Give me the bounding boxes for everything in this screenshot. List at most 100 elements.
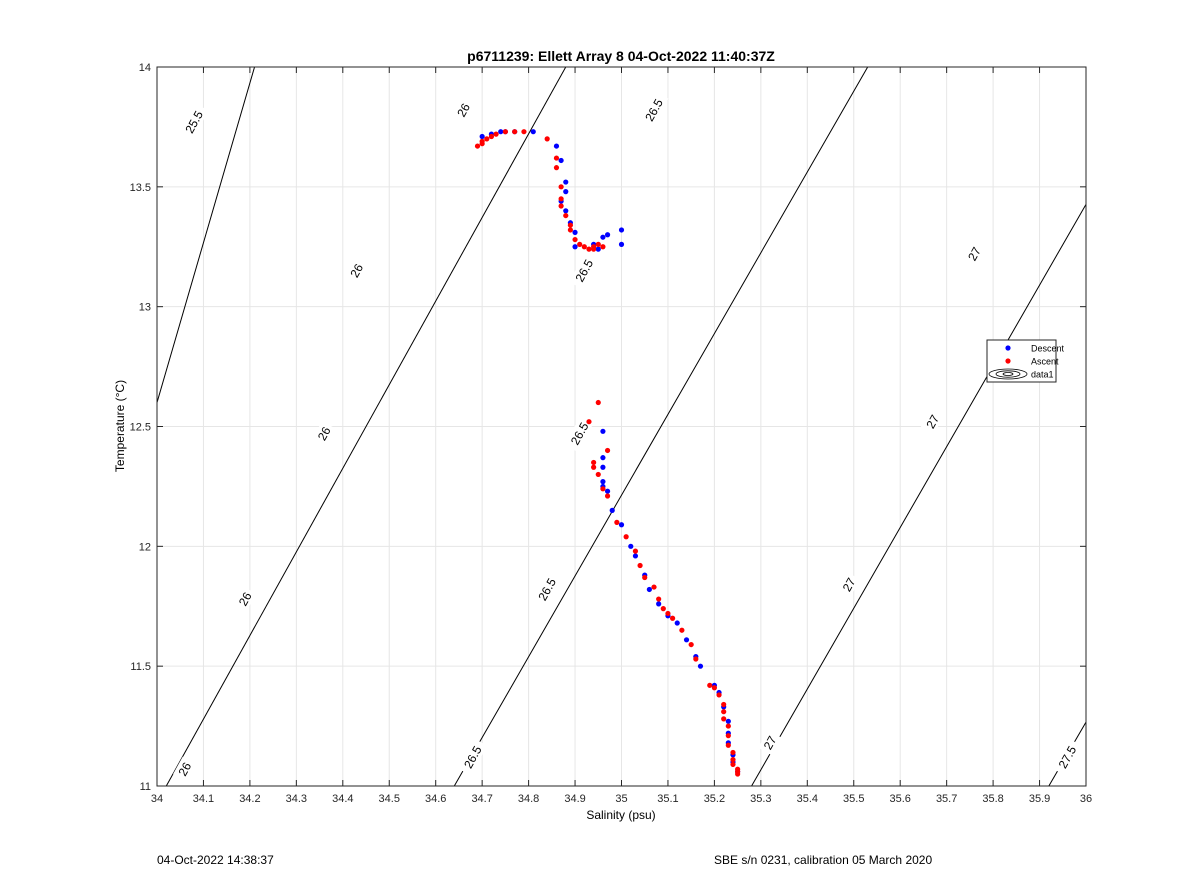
- ascent-point: [591, 459, 597, 466]
- descent-point: [609, 507, 615, 513]
- ascent-point: [614, 519, 620, 525]
- legend-ascent-label: Ascent: [1031, 357, 1059, 367]
- isopycnal-label-bg: [312, 421, 336, 446]
- isopycnal-label-group: 27: [962, 241, 986, 267]
- legend-descent-label: Descent: [1031, 344, 1065, 354]
- descent-point: [646, 586, 652, 593]
- ascent-point: [586, 246, 592, 252]
- legend-contour-icon-outer: [988, 368, 1028, 380]
- isopycnal-line-26-5: [453, 67, 869, 786]
- isopycnal-label-group: 26: [344, 258, 368, 283]
- ascent-point: [558, 196, 564, 202]
- descent-point: [498, 129, 504, 135]
- x-tick-label: 34.6: [425, 793, 446, 805]
- ascent-point: [600, 486, 606, 492]
- ascent-point: [553, 165, 560, 171]
- isopycnal-label: 27: [965, 244, 984, 263]
- chart-title: p6711239: Ellett Array 8 04-Oct-2022 11:…: [467, 48, 775, 64]
- ascent-point: [735, 771, 741, 777]
- ascent-point: [567, 227, 574, 233]
- legend-descent-marker: [1005, 345, 1011, 351]
- density-contour-layer: 25.5 262626262626.526.526.526.526.5272727…: [157, 67, 1086, 786]
- isopycnal-label-bg: [1052, 738, 1082, 776]
- ascent-point: [716, 692, 722, 698]
- descent-point: [572, 244, 578, 250]
- ascent-point: [623, 534, 629, 540]
- ascent-point: [642, 574, 648, 581]
- ascent-point: [721, 716, 727, 722]
- descent-point: [618, 227, 625, 233]
- ascent-point: [553, 155, 560, 161]
- footer-timestamp: 04-Oct-2022 14:38:37: [157, 853, 274, 867]
- descent-point: [604, 232, 611, 238]
- x-tick-label: 34: [151, 793, 163, 805]
- isopycnal-label-bg: [920, 409, 944, 434]
- descent-point: [600, 479, 606, 485]
- y-tick-label: 11.5: [130, 661, 151, 673]
- ascent-point: [595, 471, 601, 478]
- footer-calibration-note: SBE s/n 0231, calibration 05 March 2020: [714, 853, 933, 867]
- x-tick-label: 35.5: [843, 793, 864, 805]
- y-tick-label: 11: [140, 781, 151, 793]
- ascent-point: [604, 447, 611, 454]
- grid-layer: [156, 66, 1087, 787]
- descent-point: [563, 208, 569, 214]
- isopycnal-label: 26: [347, 261, 366, 280]
- x-tick-label: 34.1: [193, 793, 214, 805]
- descent-point: [595, 246, 601, 252]
- descent-point: [632, 553, 639, 559]
- ascent-point: [484, 136, 490, 142]
- descent-point: [479, 133, 485, 140]
- ascent-point: [721, 701, 727, 708]
- isopycnal-label-bg: [178, 103, 209, 141]
- x-tick-label: 34.4: [332, 793, 353, 805]
- ascent-point: [595, 241, 601, 247]
- descent-point: [628, 543, 634, 549]
- isopycnal-label-bg: [638, 91, 669, 129]
- ascent-point: [586, 419, 592, 425]
- ascent-point: [679, 627, 685, 633]
- isopycnal-label-group: 27: [920, 409, 944, 434]
- descent-point: [600, 428, 606, 434]
- ascent-point: [474, 143, 481, 149]
- isopycnal-line-26: [165, 67, 567, 786]
- y-tick-label: 12: [139, 541, 151, 553]
- isopycnal-label-bg: [451, 97, 475, 123]
- legend-contour-icon-middle: [995, 370, 1021, 378]
- ascent-point: [577, 241, 583, 247]
- ascent-point: [595, 399, 601, 406]
- ascent-point: [512, 129, 518, 135]
- ascent-point: [600, 244, 606, 250]
- x-tick-label: 35.8: [982, 793, 1003, 805]
- descent-point: [600, 234, 606, 240]
- isopycnal-label-bg: [758, 730, 782, 756]
- data-points-layer: [474, 129, 741, 777]
- legend-box: [986, 339, 1057, 383]
- ascent-point: [730, 757, 736, 763]
- x-tick-label: 35.4: [797, 793, 818, 805]
- descent-point: [558, 157, 564, 164]
- descent-point: [725, 718, 731, 724]
- isopycnal-label-bg: [344, 258, 368, 283]
- ascent-point: [632, 548, 639, 554]
- axes-layer: 34 34.1 34.2 34.3 34.4 34.5 34.6 34.7 34.8 34.9 35…: [130, 62, 1093, 805]
- x-tick-label: 34.9: [564, 793, 585, 805]
- descent-point: [697, 663, 704, 669]
- ascent-point: [725, 733, 731, 739]
- x-tick-label: 34.5: [379, 793, 400, 805]
- legend: Descent Ascent data1: [986, 339, 1065, 383]
- isopycnal-label-group: 26: [312, 421, 336, 446]
- y-axis-label: Temperature (°C): [113, 380, 127, 472]
- isopycnal-label-bg: [457, 738, 488, 776]
- ascent-point: [488, 133, 495, 140]
- ascent-point: [544, 136, 550, 142]
- ascent-point: [707, 682, 713, 688]
- isopycnal-label-group: 26: [233, 586, 257, 612]
- ascent-point: [558, 203, 564, 209]
- ascent-point: [493, 131, 499, 137]
- ascent-point: [502, 129, 508, 135]
- x-tick-label: 35: [615, 793, 627, 805]
- isopycnal-label-bg: [531, 570, 562, 608]
- ascent-point: [591, 246, 597, 252]
